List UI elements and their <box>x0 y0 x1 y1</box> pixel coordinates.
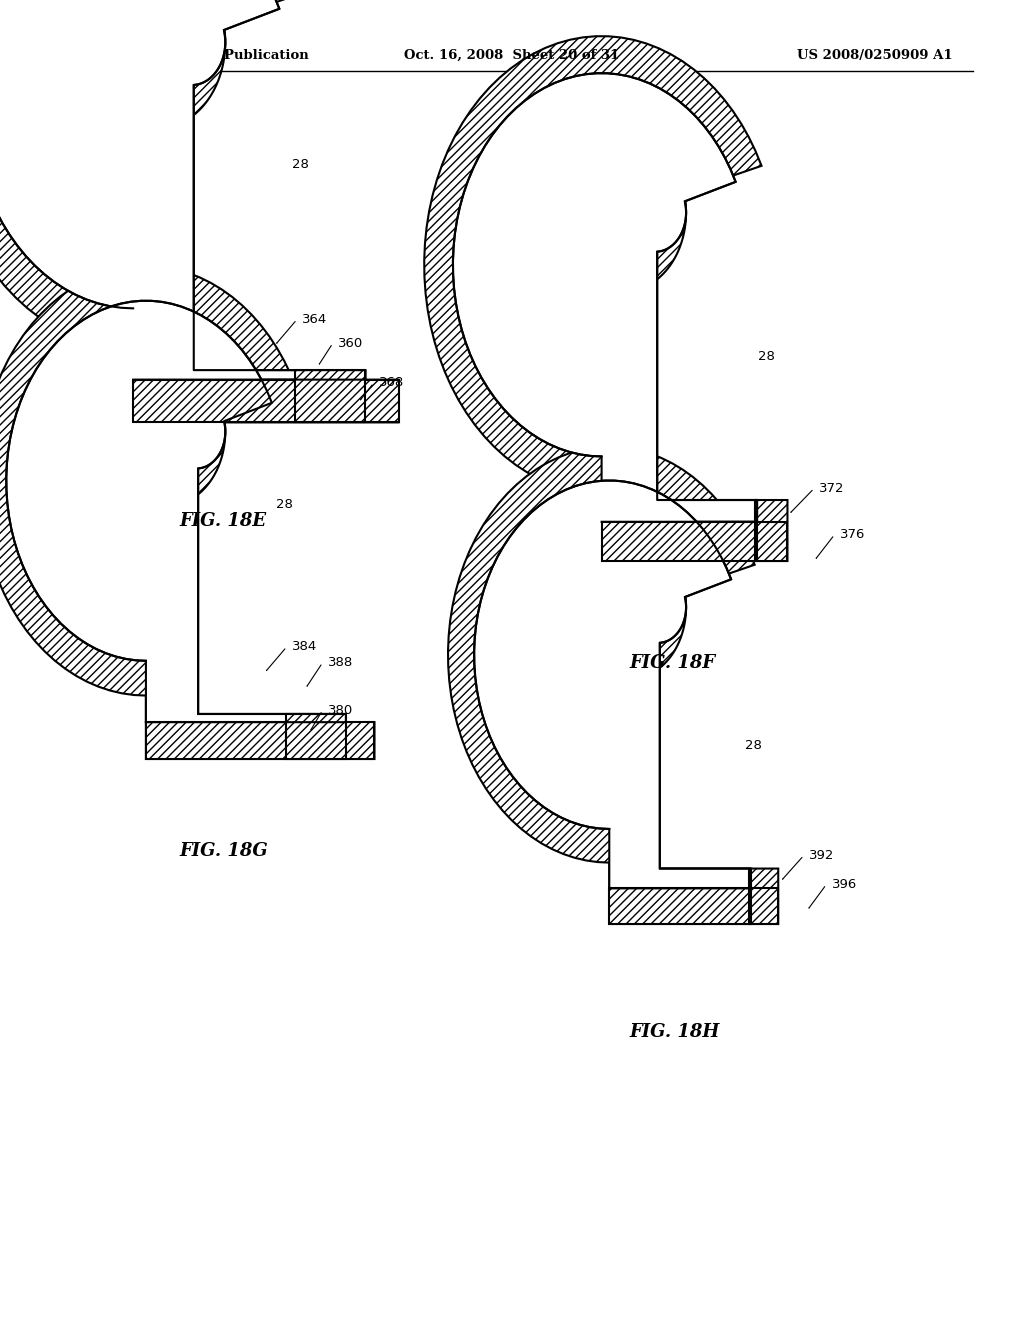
Polygon shape <box>453 73 757 521</box>
Polygon shape <box>756 500 757 561</box>
Text: 380: 380 <box>328 704 353 717</box>
Polygon shape <box>609 888 778 924</box>
Text: FIG. 18E: FIG. 18E <box>179 512 266 531</box>
Text: 384: 384 <box>292 640 317 653</box>
Polygon shape <box>0 267 375 759</box>
Text: FIG. 18F: FIG. 18F <box>630 653 716 672</box>
Text: 28: 28 <box>758 350 774 363</box>
Polygon shape <box>133 380 398 422</box>
Text: 372: 372 <box>819 482 845 495</box>
Text: US 2008/0250909 A1: US 2008/0250909 A1 <box>797 49 952 62</box>
Polygon shape <box>424 36 787 561</box>
Text: 28: 28 <box>745 739 762 752</box>
Text: 368: 368 <box>379 376 404 389</box>
Polygon shape <box>145 722 375 759</box>
Text: 364: 364 <box>302 313 328 326</box>
Polygon shape <box>474 480 751 888</box>
Text: Patent Application Publication: Patent Application Publication <box>82 49 308 62</box>
Text: 28: 28 <box>276 498 293 511</box>
Text: 376: 376 <box>840 528 865 541</box>
Text: 360: 360 <box>338 337 364 350</box>
Polygon shape <box>0 0 366 380</box>
Polygon shape <box>0 0 398 422</box>
Polygon shape <box>750 869 751 924</box>
Text: 28: 28 <box>292 158 308 172</box>
Polygon shape <box>602 521 787 561</box>
Polygon shape <box>286 714 346 759</box>
Text: FIG. 18H: FIG. 18H <box>630 1023 720 1041</box>
Text: 396: 396 <box>831 878 857 891</box>
Polygon shape <box>295 370 366 422</box>
Polygon shape <box>6 301 346 722</box>
Polygon shape <box>449 447 778 924</box>
Text: Oct. 16, 2008  Sheet 20 of 31: Oct. 16, 2008 Sheet 20 of 31 <box>404 49 620 62</box>
Text: FIG. 18G: FIG. 18G <box>179 842 268 861</box>
Text: 392: 392 <box>809 849 835 862</box>
Text: 388: 388 <box>328 656 353 669</box>
